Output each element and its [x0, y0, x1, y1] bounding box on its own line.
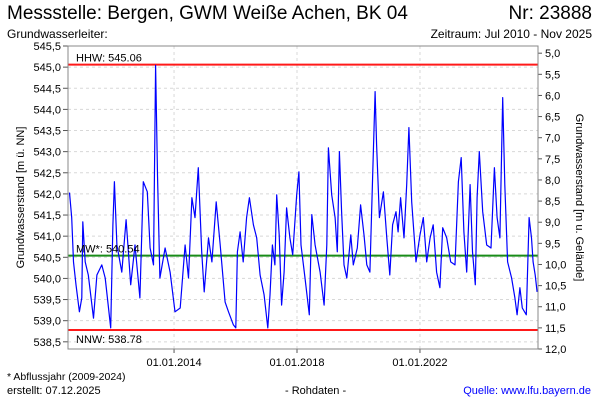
source-link[interactable]: Quelle: www.lfu.bayern.de	[463, 385, 591, 397]
groundwater-series-line	[68, 64, 538, 329]
y2-axis-label: Grundwasserstand [m u. Gelände]	[573, 114, 585, 282]
y-tick-label: 542,5	[33, 168, 61, 180]
y2-tick-label: 9,5	[545, 238, 560, 250]
y-tick-label: 542,0	[33, 189, 61, 201]
y2-tick-label: 12,0	[545, 344, 566, 356]
y2-tick-label: 11,0	[545, 302, 566, 314]
x-tick-label: 01.01.2018	[269, 357, 324, 369]
y2-tick-label: 11,5	[545, 323, 566, 335]
y-tick-label: 544,5	[33, 83, 61, 95]
aquifer-label: Grundwasserleiter:	[7, 27, 108, 41]
y2-tick-label: 9,0	[545, 217, 560, 229]
reference-label: NNW: 538.78	[76, 334, 142, 346]
y2-tick-label: 5,0	[545, 48, 560, 60]
station-title: Messstelle: Bergen, GWM Weiße Achen, BK …	[7, 3, 408, 24]
y-tick-label: 544,0	[33, 104, 61, 116]
y2-tick-label: 10,0	[545, 259, 566, 271]
y2-tick-label: 6,0	[545, 90, 560, 102]
period-label: Zeitraum: Jul 2010 - Nov 2025	[430, 27, 592, 41]
created-date: erstellt: 07.12.2025	[7, 385, 101, 397]
x-tick-label: 01.01.2014	[147, 357, 202, 369]
y-tick-label: 539,0	[33, 316, 61, 328]
y2-tick-label: 10,5	[545, 281, 566, 293]
y-tick-label: 538,5	[33, 337, 61, 349]
y2-tick-label: 7,0	[545, 133, 560, 145]
y-tick-label: 541,5	[33, 210, 61, 222]
y-tick-label: 543,0	[33, 147, 61, 159]
y2-tick-label: 6,5	[545, 112, 560, 124]
footnote: * Abflussjahr (2009-2024)	[7, 371, 126, 383]
station-number: Nr: 23888	[508, 3, 592, 24]
x-tick-label: 01.01.2022	[392, 357, 447, 369]
y2-tick-label: 8,0	[545, 175, 560, 187]
y-tick-label: 545,5	[33, 41, 61, 53]
y-tick-label: 543,5	[33, 126, 61, 138]
y2-tick-label: 5,5	[545, 69, 560, 81]
y2-tick-label: 7,5	[545, 154, 560, 166]
y2-tick-label: 8,5	[545, 196, 560, 208]
y-tick-label: 539,5	[33, 295, 61, 307]
y-axis-label: Grundwasserstand [m ü. NN]	[15, 127, 27, 269]
plot-frame	[67, 45, 539, 350]
reference-label: MW*: 540.54	[76, 244, 140, 256]
y-tick-label: 545,0	[33, 62, 61, 74]
reference-label: HHW: 545.06	[76, 53, 142, 65]
y-tick-label: 540,5	[33, 252, 61, 264]
raw-data-label: - Rohdaten -	[285, 385, 347, 397]
y-tick-label: 540,0	[33, 273, 61, 285]
y-tick-label: 541,0	[33, 231, 61, 243]
